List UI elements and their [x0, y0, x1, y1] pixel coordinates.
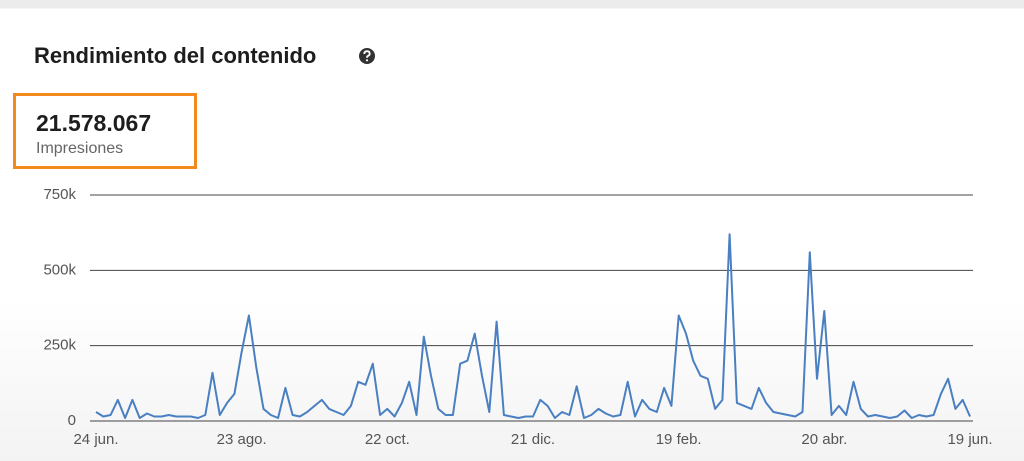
kpi-box: 21.578.067 Impresiones	[13, 93, 197, 169]
x-tick-label: 19 jun.	[947, 431, 992, 448]
kpi-label: Impresiones	[36, 140, 124, 157]
y-tick-label: 0	[68, 412, 76, 429]
x-tick-label: 21 dic.	[511, 431, 555, 448]
kpi-value: 21.578.067	[36, 110, 152, 136]
x-tick-label: 20 abr.	[801, 431, 847, 448]
section-title: Rendimiento del contenido	[34, 43, 317, 68]
y-tick-label: 750k	[43, 186, 76, 203]
x-tick-label: 23 ago.	[217, 431, 267, 448]
line-series	[95, 233, 971, 419]
y-tick-label: 250k	[43, 337, 76, 354]
x-tick-label: 22 oct.	[365, 431, 410, 448]
y-tick-label: 500k	[43, 261, 76, 278]
x-tick-label: 19 feb.	[656, 431, 702, 448]
help-icon[interactable]	[358, 47, 376, 65]
x-tick-label: 24 jun.	[73, 431, 118, 448]
